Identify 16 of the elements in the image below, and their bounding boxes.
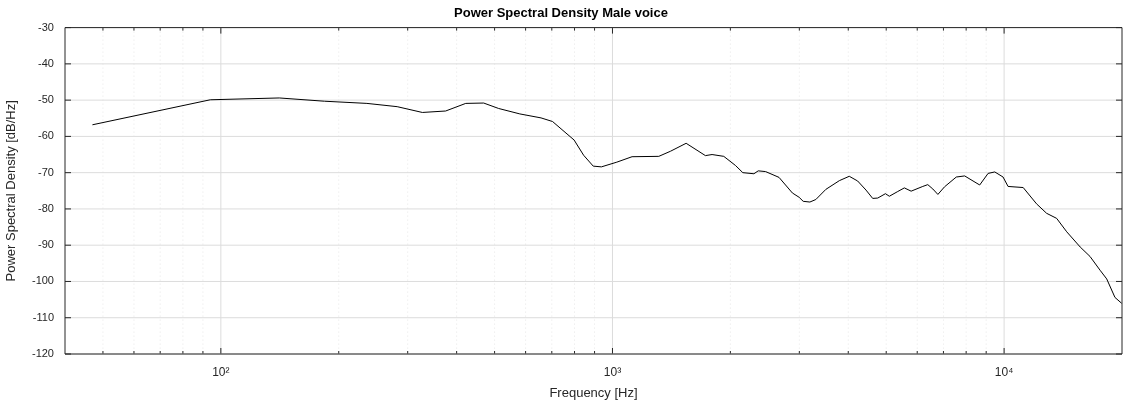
y-tick-label: -120 — [31, 347, 54, 360]
x-tick-label: 10² — [212, 364, 230, 379]
y-tick-label: -40 — [38, 56, 54, 69]
y-tick-label: -90 — [38, 238, 54, 251]
y-tick-label: -100 — [31, 274, 54, 287]
y-tick-label: -70 — [38, 165, 54, 178]
y-tick-label: -30 — [38, 20, 54, 33]
y-tick-label: -60 — [38, 129, 54, 142]
y-tick-label: -80 — [38, 201, 54, 214]
y-axis-title: Power Spectral Density [dB/Hz] — [3, 100, 19, 282]
y-tick-label: -110 — [32, 310, 54, 323]
chart-title: Power Spectral Density Male voice — [454, 5, 668, 21]
x-tick-label: 10⁴ — [994, 364, 1014, 379]
x-tick-label: 10³ — [603, 364, 622, 379]
x-axis-title: Frequency [Hz] — [549, 384, 638, 400]
y-tick-label: -50 — [38, 93, 54, 106]
